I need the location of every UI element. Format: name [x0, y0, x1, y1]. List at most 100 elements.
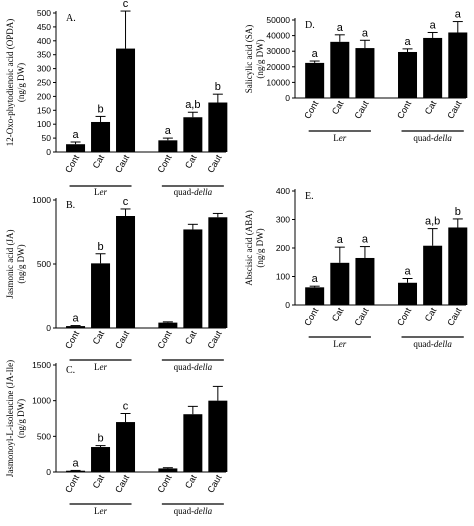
bar — [398, 282, 418, 305]
y-axis-title: Abscisic acid (ABA)(ng/g DW) — [244, 210, 265, 285]
y-axis-title-line: (ng/g DW) — [16, 244, 26, 283]
bar — [305, 62, 325, 98]
significance-letter: a,b — [185, 99, 200, 111]
y-tick-label: 1000 — [32, 195, 51, 205]
y-tick-label: 50 — [42, 133, 52, 143]
group-label-prefix: quad- — [413, 339, 434, 349]
significance-letter: a — [72, 313, 79, 325]
y-axis-title: Jasmonic acid (JA)(ng/g DW) — [5, 230, 26, 299]
y-tick-label: 250 — [37, 78, 51, 88]
y-axis-title-line: Salicylic acid (SA) — [244, 25, 254, 93]
group-label: quad-della — [174, 362, 213, 372]
x-tick-label: Caut — [445, 306, 463, 328]
significance-letter: c — [123, 196, 129, 208]
bar — [116, 422, 136, 472]
y-tick-label: 30000 — [266, 46, 290, 56]
x-tick-label: Cat — [423, 99, 439, 117]
significance-letter: a — [312, 273, 319, 285]
x-tick-label: Cat — [91, 153, 107, 171]
y-tick-label: 0 — [46, 147, 51, 157]
y-tick-label: 20000 — [266, 62, 290, 72]
group-label-italic: er — [339, 133, 347, 143]
group-label-italic: er — [100, 506, 108, 516]
y-tick-label: 10000 — [266, 77, 290, 87]
significance-letter: c — [123, 401, 129, 413]
y-tick-label: 0 — [285, 300, 290, 310]
y-axis-title-line: Jasmonic acid (JA) — [5, 230, 15, 299]
bar — [66, 144, 86, 152]
x-tick-label: Caut — [205, 153, 223, 175]
bar — [66, 470, 86, 472]
bar — [423, 37, 443, 98]
x-tick-label: Cont — [155, 153, 173, 175]
y-axis-title-line: (ng/g DW) — [255, 39, 265, 78]
bar — [183, 229, 203, 328]
y-axis-title-line: Jasmonoyl-L-isoleucine (JA-Ile) — [5, 360, 15, 477]
group-label-italic: della — [434, 339, 452, 349]
x-tick-label: Cont — [395, 306, 413, 328]
y-tick-label: 100 — [276, 272, 290, 282]
group-label: quad-della — [413, 339, 452, 349]
x-tick-label: Cont — [395, 99, 413, 121]
significance-letter: a,b — [425, 216, 440, 228]
group-label-italic: er — [100, 362, 108, 372]
significance-letter: a — [362, 27, 369, 39]
y-tick-label: 40000 — [266, 31, 290, 41]
group-label-prefix: L — [94, 506, 100, 516]
significance-letter: a — [312, 48, 319, 60]
group-label-italic: er — [100, 187, 108, 197]
significance-letter: a — [455, 9, 462, 21]
group-label-prefix: quad- — [174, 362, 195, 372]
group-label-prefix: quad- — [174, 187, 195, 197]
y-tick-label: 500 — [37, 431, 51, 441]
significance-letter: b — [97, 241, 103, 253]
x-tick-label: Caut — [205, 473, 223, 495]
panel-label: C. — [66, 365, 75, 376]
y-tick-label: 450 — [37, 22, 51, 32]
x-tick-label: Cat — [330, 306, 346, 324]
x-tick-label: Caut — [353, 99, 371, 121]
y-axis-title: Jasmonoyl-L-isoleucine (JA-Ile)(ng/g DW) — [5, 360, 26, 477]
bar — [423, 245, 443, 305]
bar — [91, 447, 111, 472]
significance-letter: a — [72, 129, 79, 141]
significance-letter: a — [337, 234, 344, 246]
group-label-italic: della — [194, 506, 212, 516]
group-label: Ler — [94, 187, 107, 197]
bar — [116, 48, 136, 152]
group-label-italic: della — [194, 187, 212, 197]
y-tick-label: 300 — [276, 215, 290, 225]
chart-panel-c: 0 500 1000 1500 C. Jasmonoyl-L-isoleucine (JA… — [5, 360, 228, 516]
x-tick-label: Cat — [183, 473, 199, 491]
y-axis-title-line: 12-Oxo-phytodienoic acid (OPDA) — [5, 19, 15, 146]
significance-letter: a — [337, 22, 344, 34]
group-label-italic: della — [434, 133, 452, 143]
y-tick-label: 150 — [37, 105, 51, 115]
bar — [355, 48, 375, 98]
x-tick-label: Cat — [330, 99, 346, 117]
group-label-prefix: quad- — [413, 133, 434, 143]
group-label-italic: della — [194, 362, 212, 372]
bar — [91, 263, 111, 328]
x-tick-label: Cont — [63, 473, 81, 495]
y-tick-label: 1500 — [32, 360, 51, 370]
group-label-italic: er — [339, 339, 347, 349]
y-tick-label: 400 — [276, 186, 290, 196]
y-axis-title-line: (ng/g DW) — [16, 63, 26, 102]
significance-letter: b — [97, 433, 103, 445]
bar — [183, 414, 203, 472]
x-tick-label: Cont — [302, 306, 320, 328]
chart-panel-e: 0 100 200 300 400 E. Abscisic acid (ABA)(ng/g … — [244, 186, 468, 349]
significance-letter: b — [97, 103, 103, 115]
group-label-prefix: L — [333, 339, 339, 349]
group-label-prefix: L — [94, 187, 100, 197]
y-tick-label: 300 — [37, 64, 51, 74]
bar — [448, 32, 468, 99]
y-axis-title-line: Abscisic acid (ABA) — [244, 210, 254, 285]
y-axis-title: Salicylic acid (SA)(ng/g DW) — [244, 25, 265, 93]
x-tick-label: Cont — [155, 473, 173, 495]
group-label: quad-della — [174, 187, 213, 197]
x-tick-label: Caut — [113, 153, 131, 175]
significance-letter: a — [165, 125, 172, 137]
x-tick-label: Cont — [63, 153, 81, 175]
